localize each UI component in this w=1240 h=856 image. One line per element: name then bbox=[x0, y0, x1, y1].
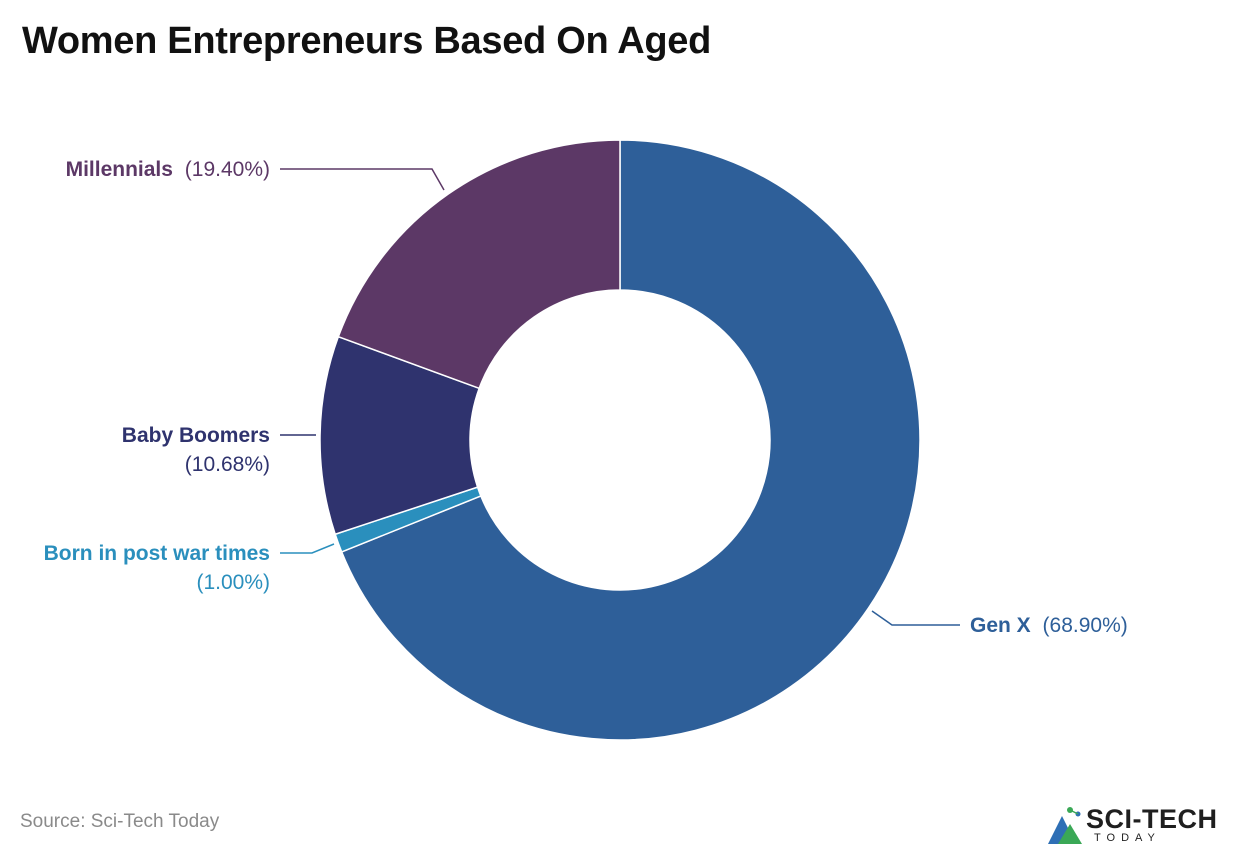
logo-wordmark: SCI-TECH bbox=[1086, 804, 1218, 834]
slices-group bbox=[319, 139, 921, 741]
slice-value-baby-boomers: (10.68%) bbox=[185, 453, 270, 476]
slice-gen-x bbox=[340, 139, 921, 741]
slice-name-millennials: Millennials bbox=[66, 158, 173, 181]
logo-subtext: TODAY bbox=[1094, 832, 1161, 844]
slice-value-born-post-war: (1.00%) bbox=[196, 571, 270, 594]
leader-line-millennials bbox=[280, 168, 445, 191]
label-gen-x: Gen X (68.90%) bbox=[970, 614, 1128, 637]
label-millennials: Millennials (19.40%) bbox=[66, 158, 270, 181]
slice-millennials bbox=[337, 139, 621, 390]
chart-title: Women Entrepreneurs Based On Aged bbox=[22, 20, 712, 62]
slice-value-gen-x: (68.90%) bbox=[1043, 614, 1128, 637]
sci-tech-logo: SCI-TECH TODAY bbox=[1046, 800, 1226, 848]
slice-name-gen-x: Gen X bbox=[970, 614, 1031, 637]
slice-name-born-post-war: Born in post war times bbox=[44, 542, 270, 565]
mountain-circuit-logo-icon bbox=[1048, 807, 1082, 844]
slice-name-baby-boomers: Baby Boomers bbox=[122, 424, 270, 447]
slice-value-millennials: (19.40%) bbox=[185, 158, 270, 181]
source-note: Source: Sci-Tech Today bbox=[20, 811, 220, 832]
leader-line-gen-x bbox=[871, 610, 960, 626]
leader-line-born-post-war bbox=[280, 543, 335, 554]
